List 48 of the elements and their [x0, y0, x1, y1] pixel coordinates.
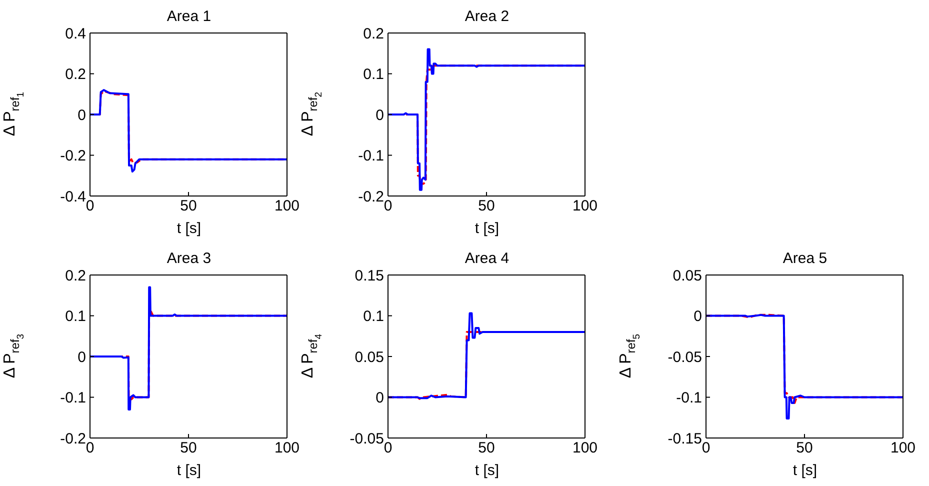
y-tick-label: 0: [694, 308, 702, 326]
x-axis-title: t [s]: [176, 462, 202, 480]
y-tick-label: -0.1: [60, 390, 86, 407]
y-tick-label: 0.1: [65, 308, 86, 326]
x-tick-label: 50: [796, 440, 813, 457]
y-tick-label: -0.15: [668, 430, 702, 448]
y-tick-label: -0.1: [358, 148, 384, 165]
chart-title: Area 5: [782, 250, 828, 267]
x-axis-title: t [s]: [792, 462, 818, 480]
x-tick-label: 100: [890, 440, 916, 457]
y-tick-label: 0: [376, 106, 384, 124]
line-series: [388, 48, 585, 191]
y-tick-label: 0.4: [65, 25, 86, 42]
y-tick-label: 0.05: [672, 267, 702, 284]
y-tick-label: -0.2: [358, 188, 384, 206]
y-tick-label: 0.15: [354, 267, 384, 284]
y-tick-label: 0.2: [65, 66, 86, 84]
x-tick-label: 100: [274, 198, 300, 215]
x-axis-title: t [s]: [176, 220, 202, 238]
y-tick-label: 0.05: [354, 348, 384, 366]
x-tick-label: 50: [478, 198, 495, 215]
line-series: [90, 286, 287, 410]
y-tick-label: 0.1: [363, 66, 384, 84]
x-tick-label: 100: [572, 198, 598, 215]
y-tick-label: 0: [78, 106, 86, 124]
y-tick-label: -0.05: [668, 348, 702, 366]
x-tick-label: 50: [478, 440, 495, 457]
x-tick-label: 50: [180, 198, 197, 215]
y-tick-label: -0.1: [676, 390, 702, 407]
chart-title: Area 2: [464, 8, 510, 25]
y-tick-label: 0.2: [363, 25, 384, 42]
x-axis-title: t [s]: [474, 220, 500, 238]
y-tick-label: 0: [376, 390, 384, 407]
chart-title: Area 3: [166, 250, 212, 267]
chart-title: Area 4: [464, 250, 510, 267]
y-tick-label: -0.05: [350, 430, 384, 448]
y-tick-label: -0.2: [60, 148, 86, 165]
x-tick-label: 100: [572, 440, 598, 457]
y-tick-label: -0.4: [60, 188, 86, 206]
y-tick-label: 0: [78, 348, 86, 366]
y-tick-label: 0.2: [65, 267, 86, 284]
y-tick-label: 0.1: [363, 308, 384, 326]
chart-title: Area 1: [166, 8, 212, 25]
x-tick-label: 100: [274, 440, 300, 457]
x-axis-title: t [s]: [474, 462, 500, 480]
line-series: [388, 312, 585, 400]
x-tick-label: 50: [180, 440, 197, 457]
y-tick-label: -0.2: [60, 430, 86, 448]
